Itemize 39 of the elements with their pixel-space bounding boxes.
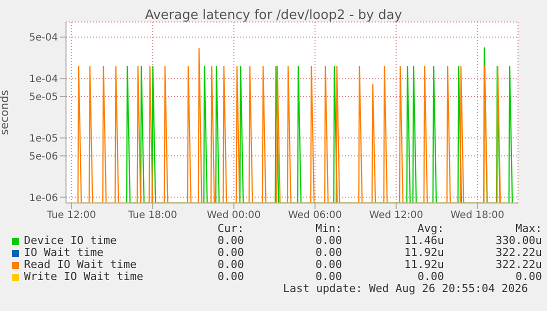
text: 0.00 [314, 270, 342, 283]
legend-label: Write IO Wait time [24, 270, 144, 283]
legend-label: Read IO Wait time [24, 258, 138, 271]
y-tick-label: 1e-05 [29, 133, 58, 144]
text: 322.22u [494, 258, 542, 271]
text: Min: [314, 222, 342, 235]
text: 0.00 [314, 258, 342, 271]
text: 0.00 [216, 270, 244, 283]
y-axis-title: seconds [0, 90, 11, 135]
text: 0.00 [514, 270, 542, 283]
y-tick-label: 1e-06 [29, 192, 58, 204]
text: Max: [514, 222, 542, 235]
text: Last update: Wed Aug 26 20:55:04 2026 [282, 282, 529, 295]
x-tick-label: Tue 12:00 [46, 210, 96, 222]
text: 322.22u [494, 246, 542, 259]
text: 0.00 [216, 234, 244, 247]
text: 0.00 [416, 270, 444, 283]
text: 0.00 [314, 246, 342, 259]
text: 11.92u [403, 246, 444, 259]
y-tick-label: 5e-06 [29, 151, 58, 162]
y-tick-label: 1e-04 [29, 74, 58, 86]
text: 0.00 [216, 258, 244, 271]
x-tick-label: Wed 12:00 [369, 210, 424, 222]
y-tick-label: 5e-05 [29, 92, 58, 104]
text: 11.46u [403, 234, 444, 247]
text: Cur: [216, 222, 244, 235]
chart-title: Average latency for /dev/loop2 - by day [144, 8, 404, 23]
x-tick-label: Wed 00:00 [206, 210, 261, 222]
text: 0.00 [314, 234, 342, 247]
x-tick-label: Wed 06:00 [288, 210, 342, 222]
legend-label: IO Wait time [24, 246, 104, 259]
y-tick-label: 5e-04 [29, 32, 58, 44]
x-tick-label: Tue 18:00 [127, 210, 178, 222]
legend-label: Device IO time [24, 234, 118, 247]
text: 330.00u [494, 234, 542, 247]
text: 11.92u [403, 258, 444, 271]
text: Avg: [416, 222, 444, 235]
text: 0.00 [216, 246, 244, 259]
x-tick-label: Wed 18:00 [450, 210, 504, 222]
